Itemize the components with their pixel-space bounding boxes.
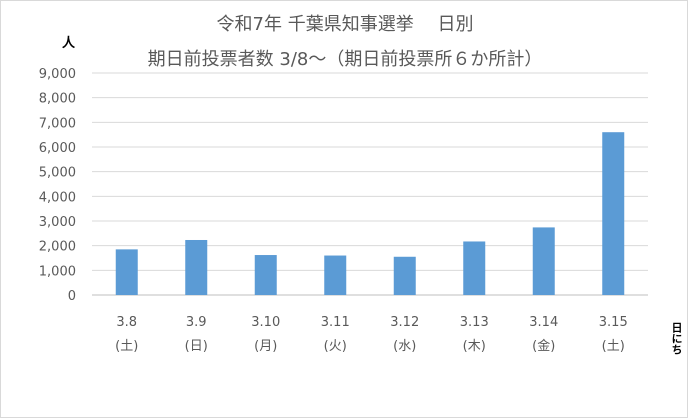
x-weekday-label: (土) (602, 339, 625, 354)
bar (254, 255, 277, 295)
y-tick-label: 6,000 (39, 141, 76, 156)
x-tick-label: 3.13 (460, 315, 489, 330)
x-tick-label: 3.11 (321, 315, 350, 330)
x-tick-label: 3.14 (529, 315, 558, 330)
x-tick-label: 3.10 (251, 315, 280, 330)
y-tick-label: 1,000 (39, 264, 76, 279)
bar (115, 249, 138, 295)
y-tick-label: 2,000 (39, 240, 76, 255)
x-weekday-label: (金) (532, 338, 555, 354)
x-axis-label: 日にち (670, 322, 683, 355)
x-weekday-label: (土) (115, 339, 138, 354)
y-tick-label: 4,000 (39, 190, 76, 205)
x-weekday-label: (火) (324, 339, 347, 354)
bar (532, 227, 555, 295)
x-weekday-label: (水) (393, 339, 416, 354)
x-tick-label: 3.9 (186, 315, 207, 330)
y-tick-label: 9,000 (39, 67, 76, 82)
y-tick-label: 0 (68, 289, 76, 304)
y-axis-label: 人 (62, 36, 76, 51)
x-weekday-label: (月) (254, 339, 277, 354)
bar (393, 256, 416, 295)
bar (324, 255, 347, 295)
x-weekday-label: (木) (463, 339, 486, 354)
bar (463, 241, 486, 295)
y-tick-label: 5,000 (39, 166, 76, 181)
y-tick-label: 8,000 (39, 92, 76, 107)
bar (602, 132, 625, 295)
y-tick-label: 7,000 (39, 116, 76, 131)
x-tick-label: 3.8 (116, 315, 137, 330)
bar (185, 239, 208, 295)
x-tick-label: 3.15 (599, 315, 628, 330)
x-tick-label: 3.12 (390, 315, 419, 330)
y-tick-label: 3,000 (39, 215, 76, 230)
chart-subtitle: 期日前投票者数 3/8～（期日前投票所６か所計） (147, 49, 543, 70)
chart-title: 令和7年 千葉県知事選挙 日別 (216, 14, 474, 35)
x-weekday-label: (日) (185, 339, 208, 354)
